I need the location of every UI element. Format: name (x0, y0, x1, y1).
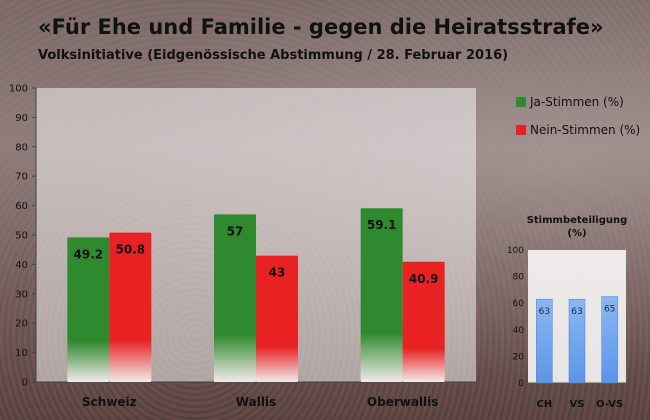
x-category-label: Schweiz (82, 395, 137, 409)
chart-subtitle: Volksinitiative (Eidgenössische Abstimmu… (38, 48, 509, 63)
y-tick-label: 0 (22, 378, 28, 389)
inset-title: (%) (567, 228, 586, 239)
inset-category-label: CH (536, 399, 552, 410)
chart-title: «Für Ehe und Familie - gegen die Heirats… (38, 15, 604, 39)
y-tick-label: 80 (15, 142, 28, 153)
data-label-nein: 43 (269, 266, 286, 280)
legend-label: Nein-Stimmen (%) (530, 123, 640, 137)
bar-ja (360, 208, 403, 382)
inset-category-label: VS (570, 399, 585, 410)
inset-title: Stimmbeteiligung (527, 215, 628, 226)
inset-y-tick-label: 100 (507, 246, 524, 256)
x-category-label: Oberwallis (367, 395, 439, 409)
data-label-nein: 50.8 (116, 243, 146, 257)
legend-label: Ja-Stimmen (%) (529, 95, 624, 109)
inset-y-tick-label: 80 (513, 273, 525, 283)
legend-swatch (516, 125, 526, 135)
y-tick-label: 40 (15, 260, 28, 271)
inset-y-tick-label: 60 (513, 299, 525, 309)
inset-y-tick-label: 20 (513, 352, 525, 362)
y-tick-label: 70 (15, 172, 28, 183)
data-label-nein: 40.9 (409, 272, 439, 286)
inset-data-label: 65 (604, 305, 615, 315)
data-label-ja: 49.2 (74, 247, 104, 261)
y-tick-label: 100 (9, 84, 28, 95)
inset-bar (536, 298, 553, 384)
inset-bar (568, 298, 586, 384)
bar-nein (109, 232, 152, 382)
bar-ja (67, 237, 110, 382)
y-tick-label: 50 (15, 231, 28, 242)
inset-category-label: O-VS (596, 399, 623, 410)
y-tick-label: 90 (15, 113, 28, 124)
bar-nein (256, 255, 298, 382)
inset-data-label: 63 (571, 307, 582, 317)
inset-y-tick-label: 0 (518, 379, 524, 389)
y-tick-label: 20 (15, 319, 28, 330)
legend-swatch (516, 97, 526, 107)
y-tick-label: 10 (15, 348, 28, 359)
y-tick-label: 30 (15, 289, 28, 300)
y-tick-label: 60 (15, 201, 28, 212)
inset-bar (601, 296, 618, 384)
inset-data-label: 63 (539, 307, 550, 317)
bar-ja (214, 214, 256, 382)
bar-nein (402, 261, 445, 382)
data-label-ja: 59.1 (367, 218, 397, 232)
x-category-label: Wallis (236, 395, 276, 409)
inset-y-tick-label: 40 (513, 326, 525, 336)
data-label-ja: 57 (227, 224, 244, 238)
